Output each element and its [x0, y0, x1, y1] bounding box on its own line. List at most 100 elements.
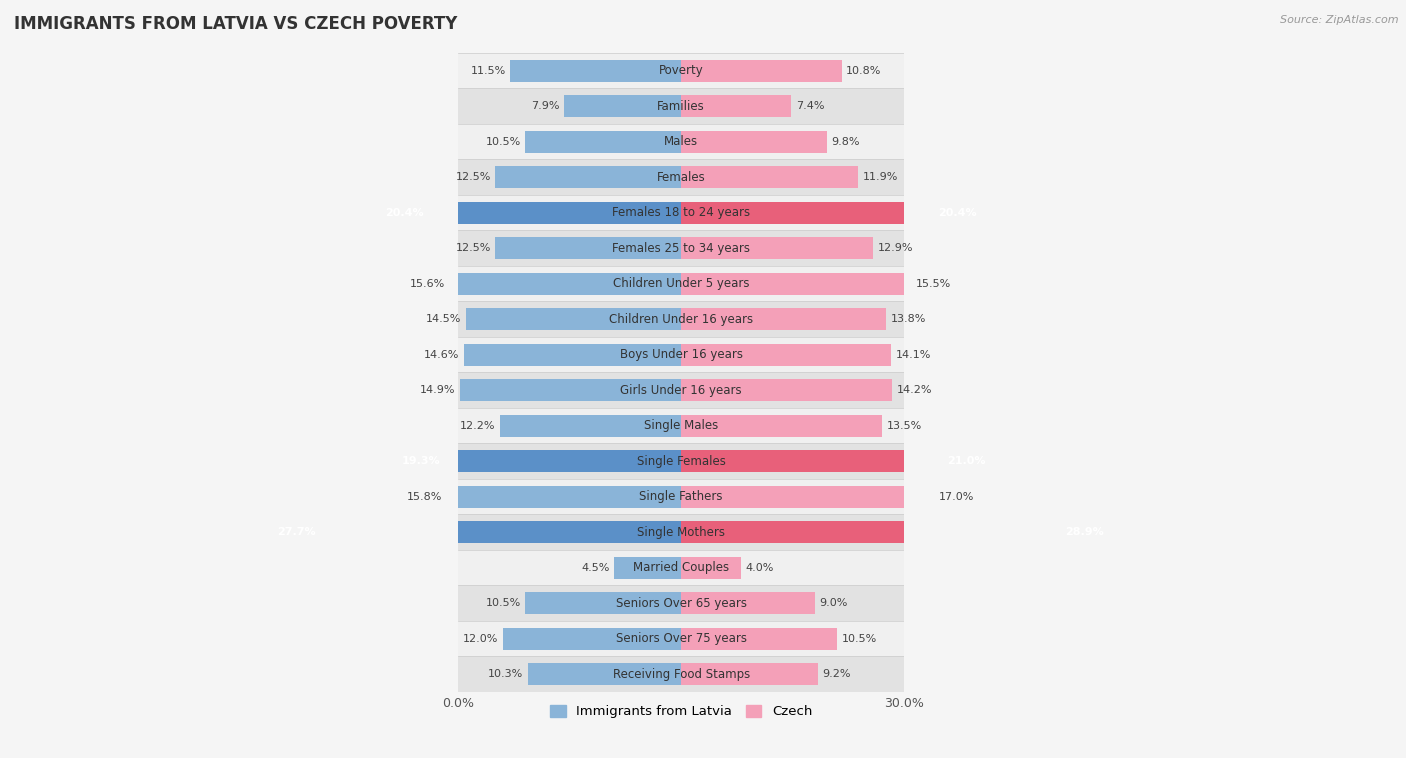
Text: 12.2%: 12.2%	[460, 421, 495, 431]
Bar	[458, 621, 904, 656]
Bar	[681, 592, 815, 614]
Bar	[681, 273, 911, 295]
Text: Children Under 16 years: Children Under 16 years	[609, 312, 754, 326]
Bar	[499, 415, 681, 437]
Bar	[458, 302, 904, 337]
Bar	[681, 308, 886, 330]
Bar	[458, 372, 904, 408]
Text: 13.5%: 13.5%	[886, 421, 922, 431]
Text: 12.0%: 12.0%	[463, 634, 498, 644]
Text: Seniors Over 75 years: Seniors Over 75 years	[616, 632, 747, 645]
Bar	[681, 60, 842, 82]
Bar	[681, 521, 1111, 543]
Text: 10.3%: 10.3%	[488, 669, 523, 679]
Text: 11.9%: 11.9%	[863, 172, 898, 182]
Bar	[510, 60, 681, 82]
Bar	[681, 415, 882, 437]
Bar	[458, 89, 904, 124]
Bar	[564, 96, 681, 117]
Bar	[458, 195, 904, 230]
Bar	[503, 628, 681, 650]
Bar	[681, 166, 858, 188]
Bar	[614, 556, 681, 578]
Bar	[681, 556, 741, 578]
Bar	[681, 237, 873, 259]
Text: Seniors Over 65 years: Seniors Over 65 years	[616, 597, 747, 609]
Bar	[378, 202, 681, 224]
Text: Single Females: Single Females	[637, 455, 725, 468]
Bar	[458, 159, 904, 195]
Text: 9.0%: 9.0%	[820, 598, 848, 608]
Bar	[458, 53, 904, 89]
Text: Single Males: Single Males	[644, 419, 718, 432]
Bar	[458, 443, 904, 479]
Bar	[529, 663, 681, 685]
Text: 9.8%: 9.8%	[831, 136, 860, 146]
Text: Single Mothers: Single Mothers	[637, 525, 725, 539]
Text: 28.9%: 28.9%	[1064, 527, 1104, 537]
Text: 12.5%: 12.5%	[456, 243, 491, 253]
Text: 14.9%: 14.9%	[419, 385, 456, 395]
Text: Females 18 to 24 years: Females 18 to 24 years	[612, 206, 751, 219]
Bar	[446, 486, 681, 508]
Text: 4.0%: 4.0%	[745, 562, 773, 572]
Text: 7.9%: 7.9%	[530, 101, 560, 111]
Bar	[458, 550, 904, 585]
Text: 20.4%: 20.4%	[939, 208, 977, 218]
Bar	[681, 628, 838, 650]
Text: 14.5%: 14.5%	[426, 314, 461, 324]
Text: Children Under 5 years: Children Under 5 years	[613, 277, 749, 290]
Bar	[458, 124, 904, 159]
Bar	[458, 408, 904, 443]
Text: Females: Females	[657, 171, 706, 183]
Text: 12.5%: 12.5%	[456, 172, 491, 182]
Text: 21.0%: 21.0%	[948, 456, 986, 466]
Text: 11.5%: 11.5%	[471, 66, 506, 76]
Text: 15.8%: 15.8%	[406, 492, 441, 502]
Bar	[681, 379, 893, 401]
Bar	[464, 343, 681, 365]
Bar	[460, 379, 681, 401]
Text: 10.8%: 10.8%	[846, 66, 882, 76]
Text: 10.5%: 10.5%	[485, 136, 520, 146]
Bar	[465, 308, 681, 330]
Text: 14.1%: 14.1%	[896, 349, 931, 359]
Bar	[458, 656, 904, 692]
Text: 14.6%: 14.6%	[425, 349, 460, 359]
Text: 14.2%: 14.2%	[897, 385, 932, 395]
Text: Males: Males	[664, 135, 699, 148]
Text: 13.8%: 13.8%	[891, 314, 927, 324]
Bar	[681, 202, 984, 224]
Text: Married Couples: Married Couples	[633, 561, 730, 574]
Text: Girls Under 16 years: Girls Under 16 years	[620, 384, 742, 396]
Bar	[681, 130, 827, 152]
Text: Single Fathers: Single Fathers	[640, 490, 723, 503]
Bar	[681, 96, 792, 117]
Text: Receiving Food Stamps: Receiving Food Stamps	[613, 668, 749, 681]
Text: 19.3%: 19.3%	[402, 456, 440, 466]
Text: Source: ZipAtlas.com: Source: ZipAtlas.com	[1281, 15, 1399, 25]
Text: 20.4%: 20.4%	[385, 208, 423, 218]
Text: 15.5%: 15.5%	[917, 279, 952, 289]
Text: 9.2%: 9.2%	[823, 669, 851, 679]
Bar	[458, 515, 904, 550]
Text: Poverty: Poverty	[659, 64, 703, 77]
Bar	[524, 130, 681, 152]
Bar	[458, 585, 904, 621]
Text: 15.6%: 15.6%	[409, 279, 444, 289]
Text: 4.5%: 4.5%	[582, 562, 610, 572]
Bar	[458, 230, 904, 266]
Bar	[681, 486, 934, 508]
Text: 7.4%: 7.4%	[796, 101, 824, 111]
Bar	[495, 166, 681, 188]
Text: IMMIGRANTS FROM LATVIA VS CZECH POVERTY: IMMIGRANTS FROM LATVIA VS CZECH POVERTY	[14, 15, 457, 33]
Bar	[458, 337, 904, 372]
Text: 17.0%: 17.0%	[938, 492, 974, 502]
Bar	[269, 521, 681, 543]
Text: 10.5%: 10.5%	[842, 634, 877, 644]
Bar	[495, 237, 681, 259]
Bar	[458, 266, 904, 302]
Bar	[394, 450, 681, 472]
Text: 27.7%: 27.7%	[277, 527, 315, 537]
Bar	[681, 343, 891, 365]
